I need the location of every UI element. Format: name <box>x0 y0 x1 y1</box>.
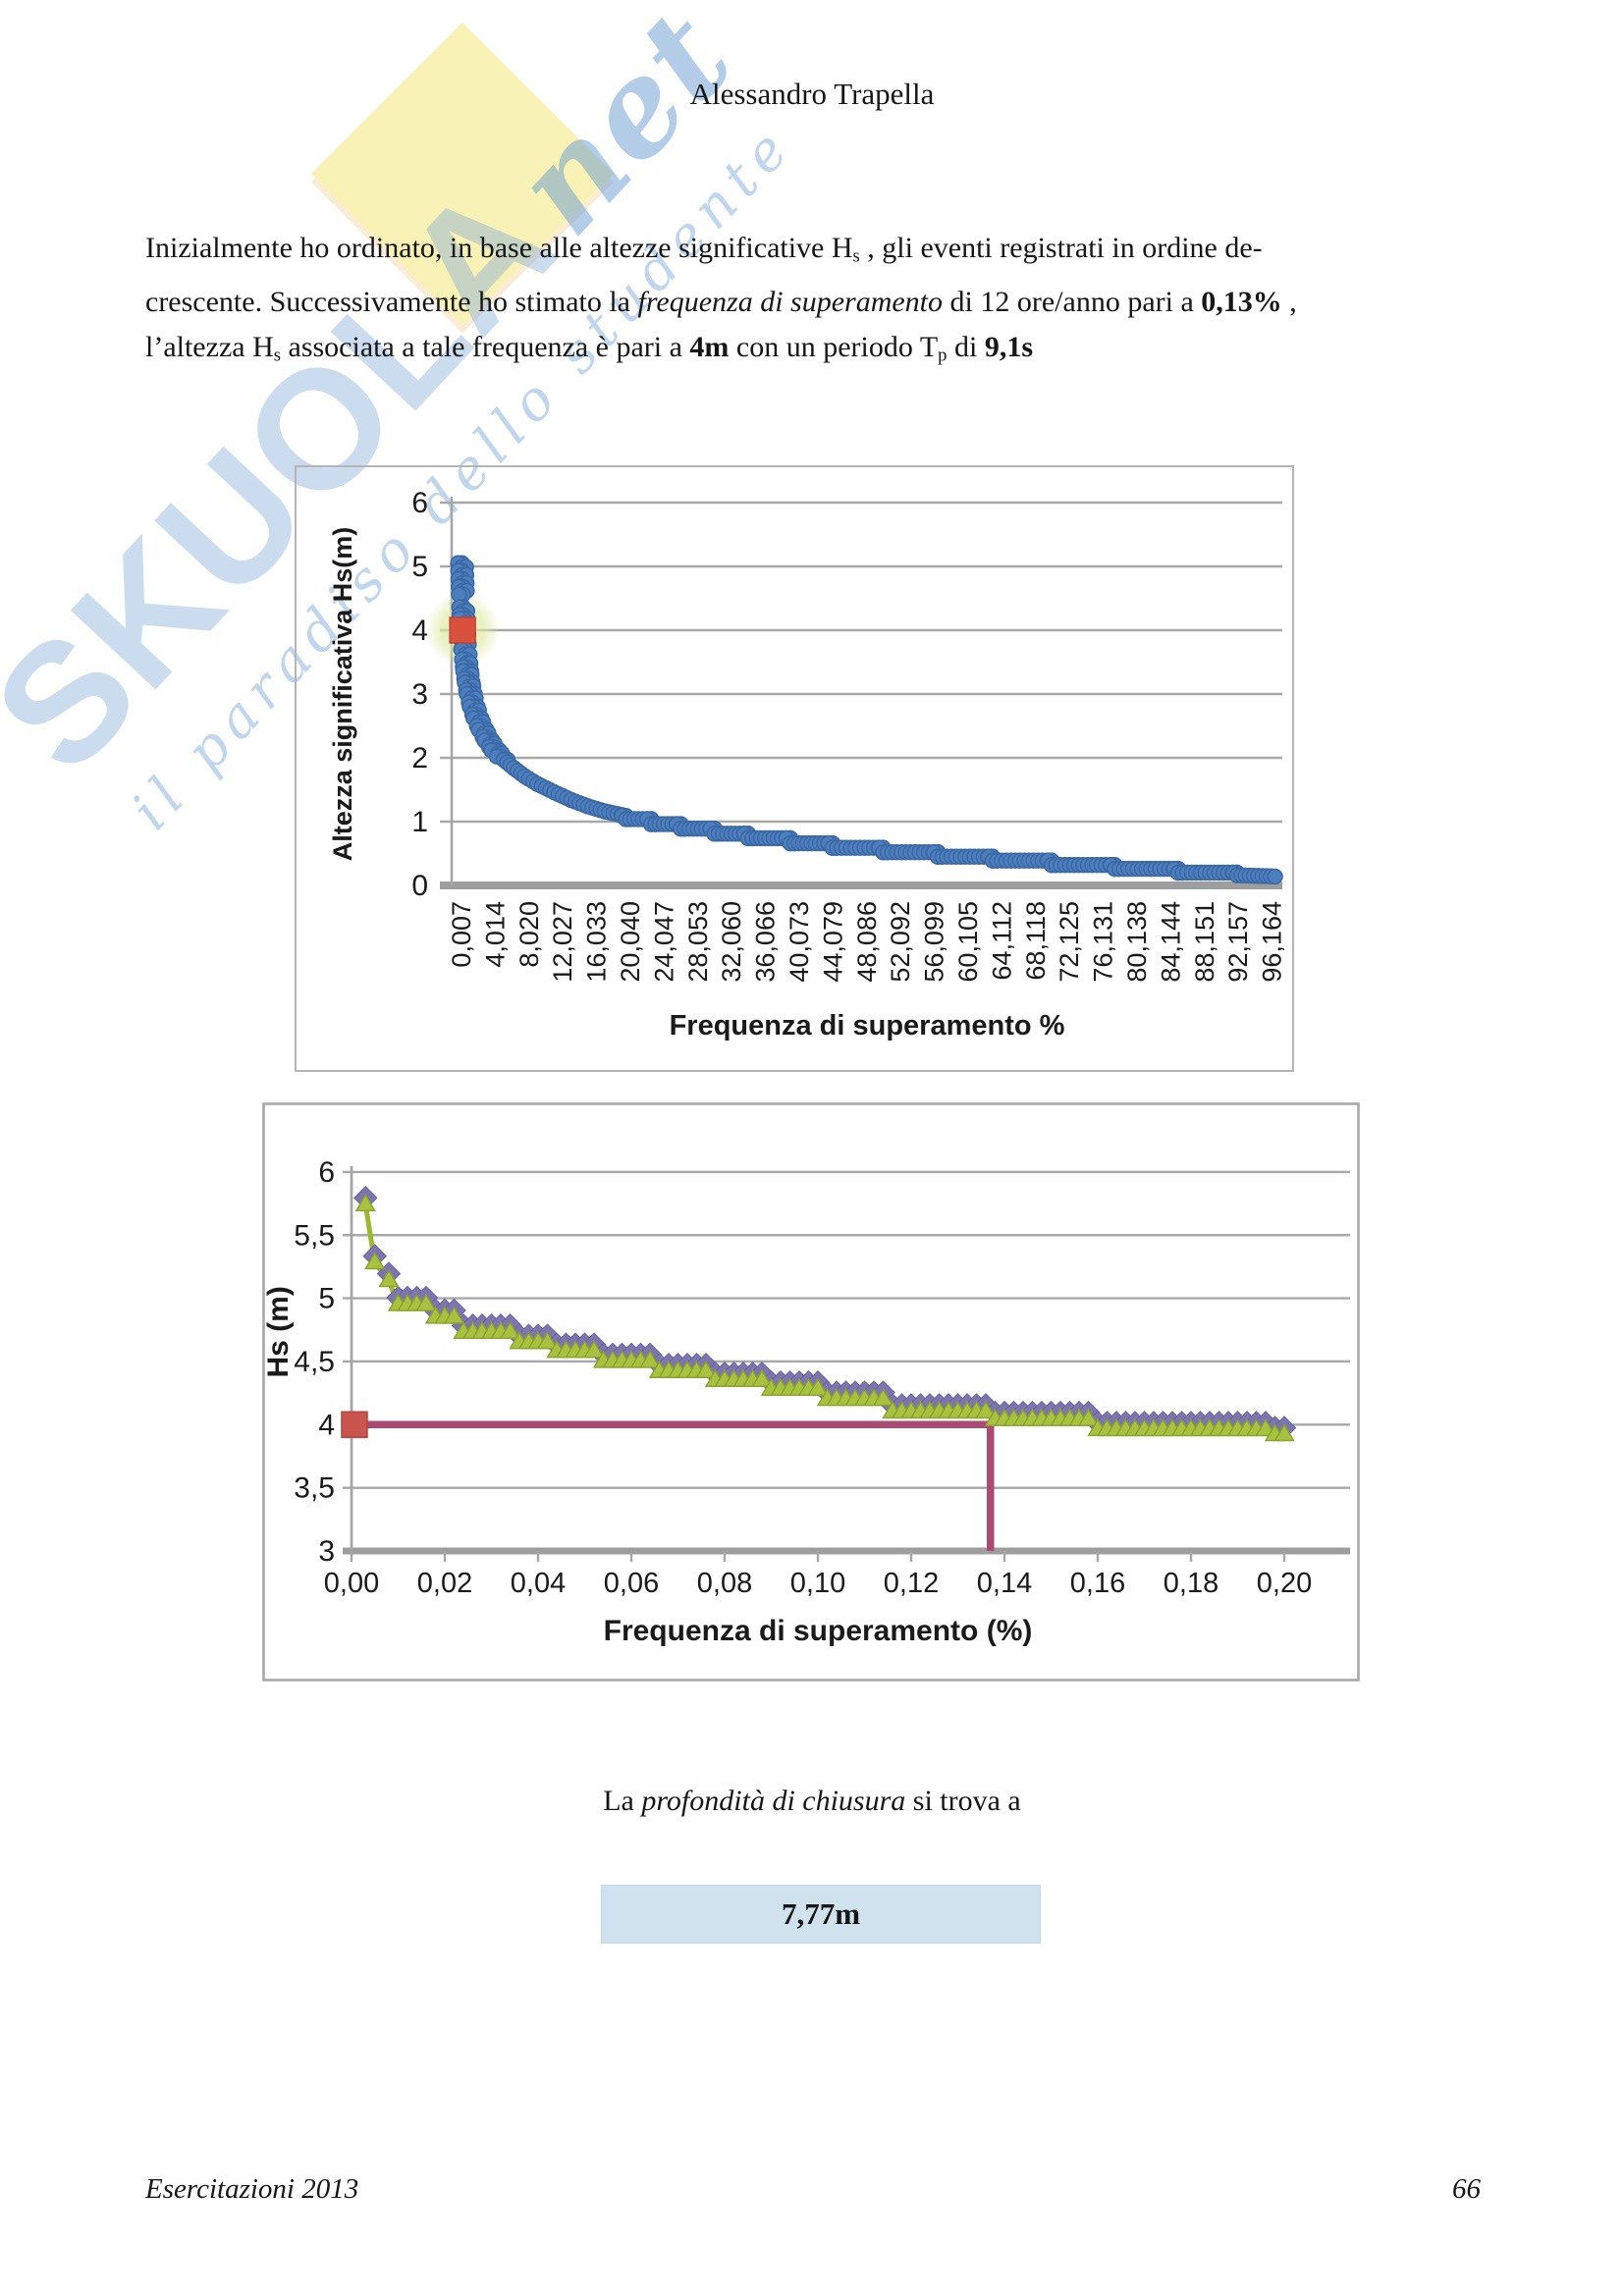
svg-text:4: 4 <box>318 1409 335 1441</box>
svg-text:72,125: 72,125 <box>1055 901 1084 983</box>
svg-text:44,079: 44,079 <box>818 901 847 983</box>
closure-depth-caption: La profondità di chiusura si trova a <box>603 1785 1021 1817</box>
svg-text:6: 6 <box>411 487 428 519</box>
svg-text:88,151: 88,151 <box>1190 901 1219 983</box>
result-box: 7,77m <box>601 1885 1041 1944</box>
chart1-x-tick-labels: 0,007 4,014 8,020 12,027 16,033 20,040 24,047 2… <box>447 901 1287 983</box>
chart2-y-tick-labels: 3 3,5 4 4,5 5 5,5 6 <box>294 1156 335 1568</box>
svg-text:4,014: 4,014 <box>480 901 510 968</box>
watermark-net: net <box>484 0 762 263</box>
svg-text:24,047: 24,047 <box>649 901 678 983</box>
svg-text:6: 6 <box>318 1156 335 1189</box>
footer-page-number: 66 <box>1452 2173 1481 2205</box>
svg-text:5: 5 <box>318 1283 335 1315</box>
svg-text:0,02: 0,02 <box>417 1568 472 1599</box>
chart1-x-axis-title: Frequenza di superamento % <box>670 1010 1065 1041</box>
svg-text:8,020: 8,020 <box>514 901 544 968</box>
svg-text:0,12: 0,12 <box>884 1568 939 1599</box>
page-title: Alessandro Trapella <box>689 77 935 111</box>
chart1-y-tick-labels: 0 1 2 3 4 5 6 <box>411 487 428 902</box>
chart2-series-triangles <box>354 1193 1295 1442</box>
svg-text:3: 3 <box>318 1535 335 1568</box>
svg-text:68,118: 68,118 <box>1021 901 1051 981</box>
chart2-threshold-square <box>341 1411 368 1439</box>
svg-text:0,16: 0,16 <box>1070 1568 1125 1599</box>
chart1-y-axis-title: Altezza significativa Hs(m) <box>328 527 357 862</box>
chart1-highlight-point <box>449 616 476 644</box>
body-paragraph: Inizialmente ho ordinato, in base alle a… <box>145 226 1490 378</box>
svg-text:48,086: 48,086 <box>852 901 882 983</box>
svg-text:0,04: 0,04 <box>511 1568 566 1599</box>
paragraph-line: crescente. Successivamente ho stimato la… <box>145 285 1297 318</box>
svg-text:5: 5 <box>411 551 428 583</box>
footer-left: Esercitazioni 2013 <box>145 2173 359 2205</box>
svg-text:0: 0 <box>411 870 428 902</box>
svg-text:0,00: 0,00 <box>324 1568 379 1599</box>
chart1-gridlines <box>440 497 1282 889</box>
svg-text:2: 2 <box>411 742 428 774</box>
svg-text:84,144: 84,144 <box>1156 901 1185 983</box>
svg-text:1: 1 <box>411 806 428 838</box>
svg-text:4: 4 <box>411 614 428 647</box>
chart2-y-axis-title: Hs (m) <box>262 1286 295 1377</box>
svg-text:16,033: 16,033 <box>582 901 612 983</box>
svg-text:12,027: 12,027 <box>548 901 577 983</box>
chart2-threshold <box>365 1420 995 1551</box>
page-footer: Esercitazioni 2013 66 <box>145 2173 1481 2206</box>
svg-text:40,073: 40,073 <box>785 901 814 983</box>
svg-text:0,06: 0,06 <box>604 1568 659 1599</box>
svg-text:3: 3 <box>411 678 428 711</box>
svg-text:56,099: 56,099 <box>920 901 949 983</box>
svg-text:0,08: 0,08 <box>697 1568 752 1599</box>
paragraph-line: l’altezza Hs associata a tale frequenza … <box>145 330 1033 366</box>
result-value: 7,77m <box>781 1896 861 1931</box>
svg-text:96,164: 96,164 <box>1258 901 1287 983</box>
svg-text:80,138: 80,138 <box>1122 901 1152 983</box>
svg-text:28,053: 28,053 <box>683 901 713 983</box>
svg-text:76,131: 76,131 <box>1089 901 1118 983</box>
svg-text:5,5: 5,5 <box>294 1219 335 1252</box>
svg-text:0,14: 0,14 <box>977 1568 1032 1599</box>
svg-text:36,066: 36,066 <box>751 901 781 983</box>
svg-text:60,105: 60,105 <box>953 901 983 983</box>
paragraph-line: Inizialmente ho ordinato, in base alle a… <box>145 232 1263 267</box>
svg-text:0,007: 0,007 <box>447 901 476 968</box>
chart1-series-points <box>450 555 1283 885</box>
svg-text:0,10: 0,10 <box>790 1568 845 1599</box>
chart2-x-axis-title: Frequenza di superamento (%) <box>604 1615 1033 1647</box>
chart2-gridlines <box>343 1165 1350 1562</box>
svg-text:32,060: 32,060 <box>717 901 746 983</box>
svg-text:0,20: 0,20 <box>1257 1568 1312 1599</box>
svg-text:20,040: 20,040 <box>616 901 645 983</box>
svg-text:64,112: 64,112 <box>987 901 1016 981</box>
svg-text:52,092: 52,092 <box>886 901 915 983</box>
svg-text:3,5: 3,5 <box>294 1472 335 1505</box>
chart2-x-tick-labels: 0,00 0,02 0,04 0,06 0,08 0,10 0,12 0,14 0,16 0,18… <box>324 1568 1312 1599</box>
svg-text:4,5: 4,5 <box>294 1346 335 1378</box>
svg-text:92,157: 92,157 <box>1223 901 1253 983</box>
svg-text:0,18: 0,18 <box>1164 1568 1218 1599</box>
